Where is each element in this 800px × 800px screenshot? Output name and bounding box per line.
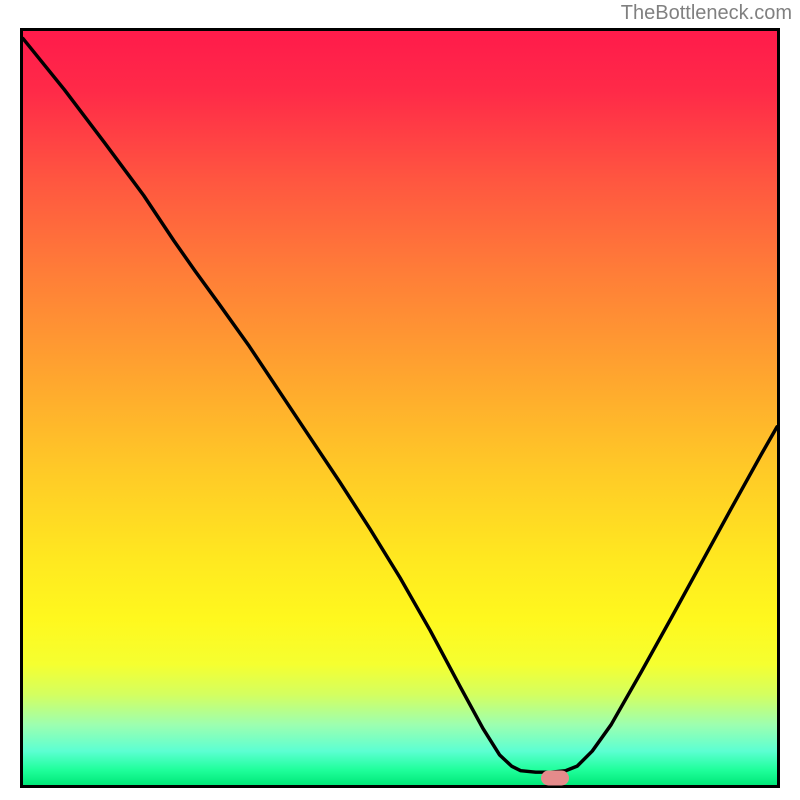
chart-container: TheBottleneck.com bbox=[0, 0, 800, 800]
optimal-point-marker bbox=[541, 771, 569, 786]
bottleneck-curve bbox=[23, 39, 777, 773]
plot-area bbox=[20, 28, 780, 788]
curve-layer bbox=[23, 31, 777, 785]
watermark-text: TheBottleneck.com bbox=[621, 2, 792, 25]
